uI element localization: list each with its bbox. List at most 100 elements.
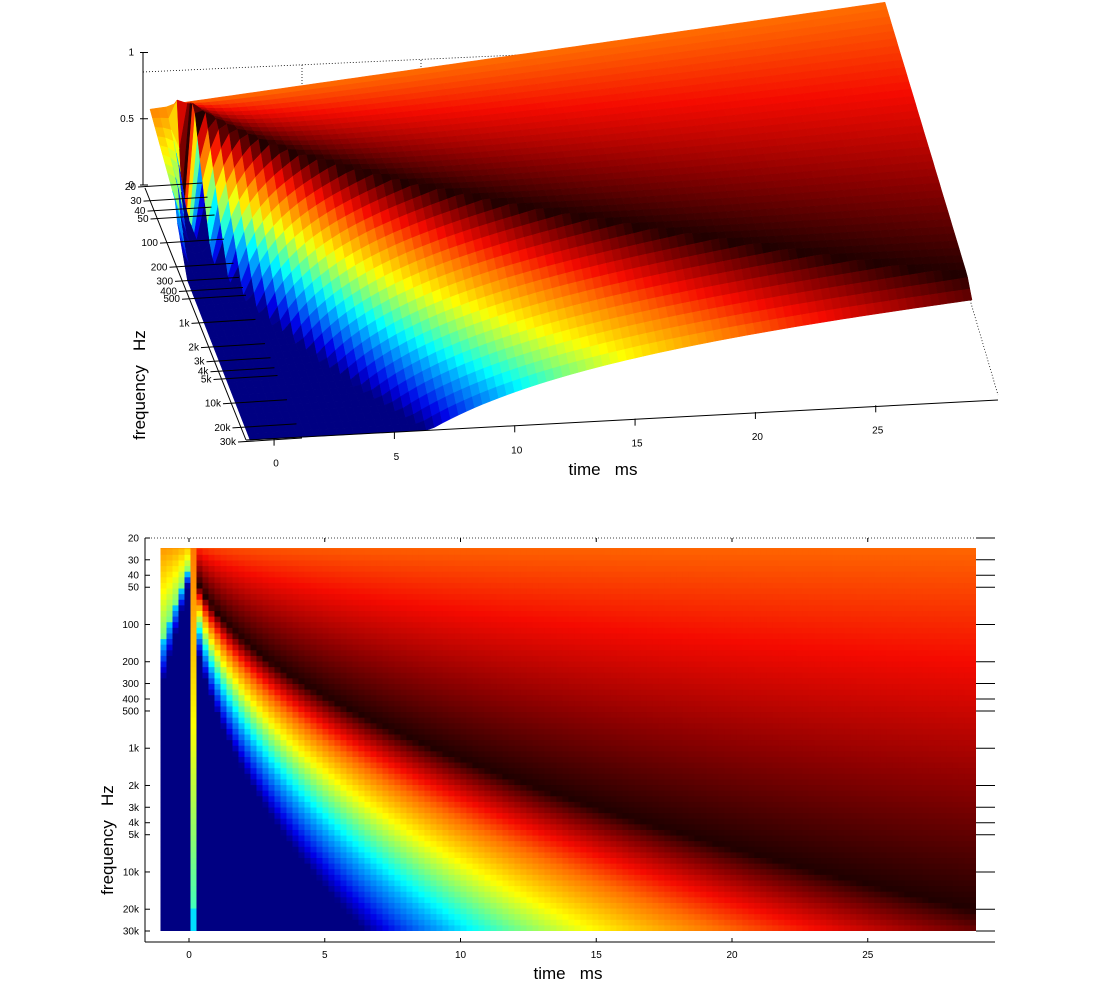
heatmap-cell [226,813,234,820]
heatmap-cell [250,571,258,578]
heatmap-cell [220,644,228,651]
heatmap-cell [202,841,210,848]
heatmap-cell [202,728,210,736]
heatmap-cell [160,650,168,657]
heatmap-cell [256,672,264,679]
heatmap-cell [232,723,240,730]
heatmap-cell [202,908,210,915]
heatmap-cell [208,610,216,618]
heatmap-cell [274,571,282,578]
heatmap-cell [250,712,258,719]
heatmap-cell [274,605,282,612]
heatmap-cell [166,829,174,837]
heatmap-cell [208,908,216,915]
heatmap-cell [256,801,264,809]
heatmap-cell [196,700,204,708]
heatmap-cell [232,734,240,741]
heatmap-cell [268,863,276,870]
heatmap-cell [214,706,222,713]
surface-x-tick-label: 25 [872,425,884,436]
heatmap-cell [190,779,198,786]
heatmap-cell [184,790,192,797]
heatmap-cell [208,751,216,758]
heatmap-cell [208,582,216,590]
heatmap-cell [244,594,252,601]
heatmap-cell [178,779,186,786]
heatmap-cell [226,633,234,640]
heatmap-cell [250,785,258,792]
heatmap-cell [160,852,168,859]
heatmap-cell [232,874,240,882]
heatmap-cell [262,807,270,814]
heatmap-cell [184,644,192,651]
heatmap-cell [166,835,174,842]
heatmap-cell [268,667,276,674]
heatmap-cell [172,594,180,601]
heatmap-cell [172,582,180,590]
heatmap-cell [202,571,210,578]
heatmap-cell [208,706,216,713]
heatmap-cell [190,813,198,820]
heatmap-cell [232,566,240,573]
heatmap-cell [160,751,168,758]
heatmap-cell [250,706,258,713]
heatmap-cell [166,661,174,668]
heatmap-cell [178,846,186,853]
heatmap-cell [166,599,174,606]
heatmap-cell [220,717,228,724]
heatmap-cell [226,790,234,797]
heatmap-cell [250,880,258,887]
heatmap-cell [184,616,192,623]
heatmap-cell [196,858,204,865]
heatmap-cell [184,610,192,618]
heatmap-cell [238,897,246,904]
heatmap-cell [190,740,198,747]
heatmap-cell [166,577,174,584]
heatmap-cell [166,689,174,696]
heatmap-cell [202,706,210,713]
heatmap-cell [190,807,198,814]
heatmap-cell [202,644,210,651]
heatmap-cell [166,723,174,730]
heatmap-cell [262,577,270,584]
surface-facet [924,161,936,170]
heatmap-cell [226,582,234,590]
heatmap-cell [214,829,222,837]
heatmap-cell [238,908,246,915]
heatmap-cell [256,908,264,915]
heatmap-cell [256,723,264,730]
heatmap-cell [238,655,246,663]
heatmap-cell [202,756,210,764]
heatmap-cell [190,762,198,769]
heatmap-cell [190,661,198,668]
heatmap-cell [262,622,270,629]
heatmap-cell [196,891,204,898]
heatmap-cell [244,740,252,747]
heatmap-cell [208,779,216,786]
heatmap-cell [184,891,192,898]
heatmap-cell [172,908,180,915]
heatmap-cell [238,582,246,590]
heatmap-cell [214,549,222,556]
heatmap-cell [274,672,282,679]
heatmap-cell [268,627,276,635]
heatmap-cell [244,863,252,870]
heatmap-cell [256,667,264,674]
heatmap-cell [178,762,186,769]
heatmap-cell [214,880,222,887]
heatmap-cell [190,616,198,623]
heatmap-cell [244,616,252,623]
surface-z-tick-label: 0.5 [120,114,134,125]
heatmap-cell [196,740,204,747]
heatmap-cell [268,644,276,651]
heatmap-cell [250,661,258,668]
heatmap-cell [262,616,270,623]
heatmap-cell [232,588,240,595]
heatmap-cell [214,599,222,606]
heatmap-cell [256,594,264,601]
heatmap-cell [238,700,246,708]
heatmap-cell [244,566,252,573]
heatmap-cell [190,644,198,651]
heatmap-cell [208,796,216,803]
heatmap-cell [226,577,234,584]
